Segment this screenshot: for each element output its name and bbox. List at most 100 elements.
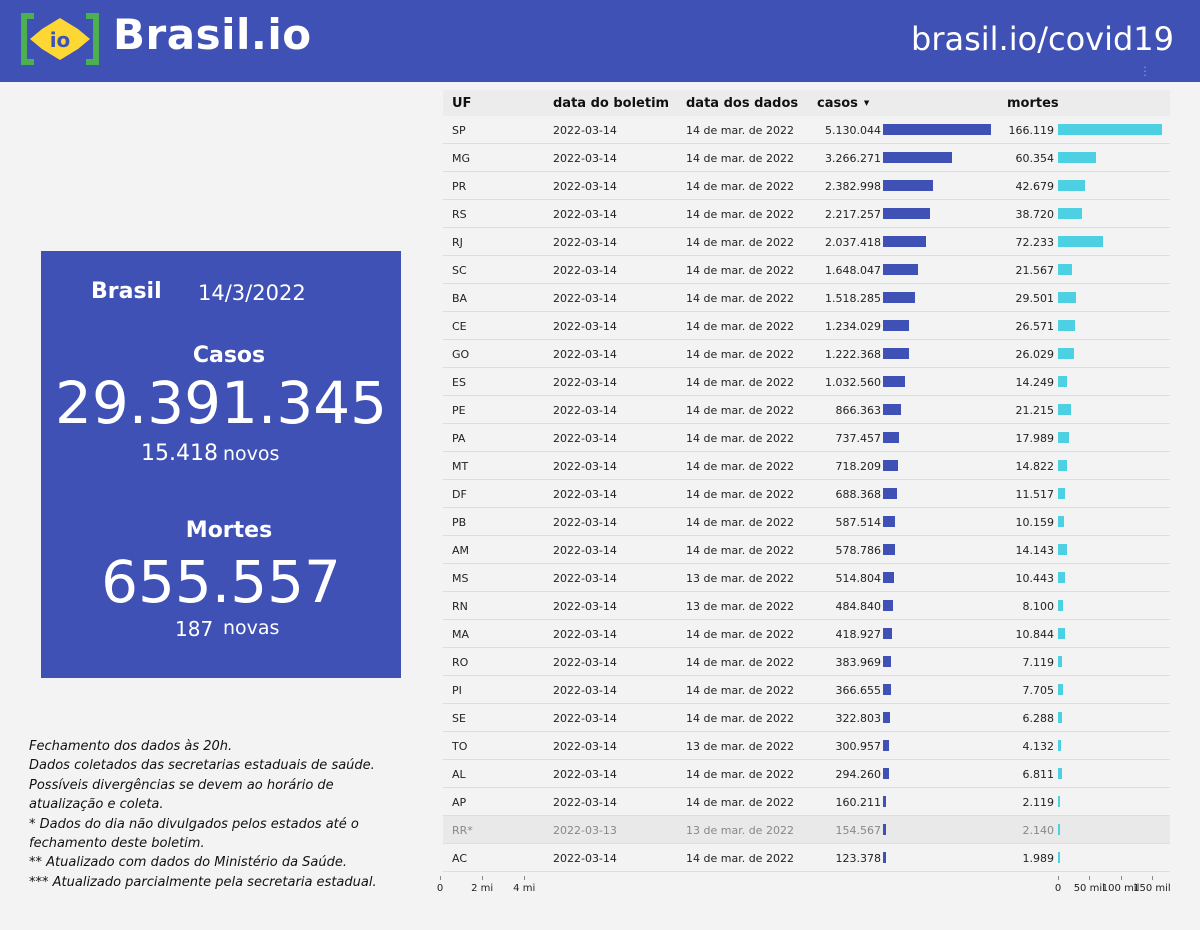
table-header: UF data do boletim data dos dados casos ▼… xyxy=(443,90,1170,116)
table-row[interactable]: GO 2022-03-14 14 de mar. de 2022 1.222.368 2… xyxy=(443,340,1170,368)
cell-mortes: 42.679 xyxy=(1015,180,1055,193)
cell-casos: 587.514 xyxy=(835,516,882,529)
table-row[interactable]: CE 2022-03-14 14 de mar. de 2022 1.234.029 2… xyxy=(443,312,1170,340)
casos-bar xyxy=(883,740,890,751)
casos-bar xyxy=(883,152,952,163)
table-row[interactable]: BA 2022-03-14 14 de mar. de 2022 1.518.285 2… xyxy=(443,284,1170,312)
table-row[interactable]: MT 2022-03-14 14 de mar. de 2022 718.209 14.… xyxy=(443,452,1170,480)
summary-date: 14/3/2022 xyxy=(198,281,306,305)
cell-uf: TO xyxy=(452,740,468,753)
cell-data-dados: 14 de mar. de 2022 xyxy=(686,152,794,165)
casos-bar xyxy=(883,180,934,191)
table-row[interactable]: TO 2022-03-14 13 de mar. de 2022 300.957 4.1… xyxy=(443,732,1170,760)
table-row[interactable]: PR 2022-03-14 14 de mar. de 2022 2.382.998 4… xyxy=(443,172,1170,200)
cell-uf: PR xyxy=(452,180,467,193)
column-header-casos[interactable]: casos ▼ xyxy=(817,96,869,111)
casos-bar xyxy=(883,656,892,667)
table-row[interactable]: PB 2022-03-14 14 de mar. de 2022 587.514 10.… xyxy=(443,508,1170,536)
cell-uf: PB xyxy=(452,516,467,529)
note-line: Fechamento dos dados às 20h. xyxy=(29,739,233,754)
more-options-icon[interactable]: · · · xyxy=(1143,61,1147,82)
cell-mortes: 7.119 xyxy=(1022,656,1055,669)
axis-tick xyxy=(440,876,441,880)
column-header-mortes[interactable]: mortes xyxy=(1007,96,1059,111)
sort-desc-icon[interactable]: ▼ xyxy=(863,99,870,107)
site-url[interactable]: brasil.io/covid19 xyxy=(911,20,1174,58)
cell-data-boletim: 2022-03-14 xyxy=(553,600,617,613)
table-row[interactable]: RR* 2022-03-13 13 de mar. de 2022 154.567 2.… xyxy=(443,816,1170,844)
table-row[interactable]: MS 2022-03-14 13 de mar. de 2022 514.804 10.… xyxy=(443,564,1170,592)
cell-uf: ES xyxy=(452,376,466,389)
mortes-bar xyxy=(1058,516,1065,527)
table-row[interactable]: SP 2022-03-14 14 de mar. de 2022 5.130.044 1… xyxy=(443,116,1170,144)
table-row[interactable]: AM 2022-03-14 14 de mar. de 2022 578.786 14.… xyxy=(443,536,1170,564)
table-row[interactable]: AC 2022-03-14 14 de mar. de 2022 123.378 1.9… xyxy=(443,844,1170,872)
column-header-data-dados[interactable]: data dos dados xyxy=(686,96,799,111)
cell-data-dados: 14 de mar. de 2022 xyxy=(686,488,794,501)
table-row[interactable]: RS 2022-03-14 14 de mar. de 2022 2.217.257 3… xyxy=(443,200,1170,228)
cell-mortes: 26.029 xyxy=(1015,348,1055,361)
cell-data-boletim: 2022-03-14 xyxy=(553,180,617,193)
column-header-uf[interactable]: UF xyxy=(452,96,472,111)
cell-casos: 154.567 xyxy=(835,824,882,837)
summary-card: Brasil 14/3/2022 Casos 29.391.345 15.418… xyxy=(41,251,401,678)
cell-mortes: 17.989 xyxy=(1015,432,1055,445)
cell-uf: AL xyxy=(452,768,466,781)
cell-data-boletim: 2022-03-14 xyxy=(553,152,617,165)
table-row[interactable]: RO 2022-03-14 14 de mar. de 2022 383.969 7.1… xyxy=(443,648,1170,676)
cell-casos: 578.786 xyxy=(835,544,882,557)
table-row[interactable]: ES 2022-03-14 14 de mar. de 2022 1.032.560 1… xyxy=(443,368,1170,396)
casos-bar xyxy=(883,712,890,723)
cell-casos: 3.266.271 xyxy=(825,152,881,165)
cell-data-dados: 13 de mar. de 2022 xyxy=(686,572,794,585)
casos-bar xyxy=(883,488,898,499)
cell-data-dados: 14 de mar. de 2022 xyxy=(686,376,794,389)
cell-uf: PE xyxy=(452,404,466,417)
casos-bar xyxy=(883,544,896,555)
table-row[interactable]: SE 2022-03-14 14 de mar. de 2022 322.803 6.2… xyxy=(443,704,1170,732)
cell-data-boletim: 2022-03-14 xyxy=(553,544,617,557)
cell-casos: 514.804 xyxy=(835,572,882,585)
cell-casos: 866.363 xyxy=(835,404,882,417)
brand-title[interactable]: Brasil.io xyxy=(113,10,312,59)
table-row[interactable]: DF 2022-03-14 14 de mar. de 2022 688.368 11.… xyxy=(443,480,1170,508)
casos-bar xyxy=(883,208,930,219)
mortes-bar xyxy=(1058,460,1068,471)
cell-uf: MA xyxy=(452,628,470,641)
casos-bar xyxy=(883,628,892,639)
table-row[interactable]: SC 2022-03-14 14 de mar. de 2022 1.648.047 2… xyxy=(443,256,1170,284)
table-row[interactable]: PI 2022-03-14 14 de mar. de 2022 366.655 7.7… xyxy=(443,676,1170,704)
cell-data-boletim: 2022-03-13 xyxy=(553,824,617,837)
deaths-total: 655.557 xyxy=(101,548,341,616)
column-header-data-boletim[interactable]: data do boletim xyxy=(553,96,670,111)
deaths-label: Mortes xyxy=(185,518,273,543)
cell-mortes: 10.443 xyxy=(1015,572,1055,585)
table-row[interactable]: AP 2022-03-14 14 de mar. de 2022 160.211 2.1… xyxy=(443,788,1170,816)
cell-casos: 737.457 xyxy=(835,432,882,445)
cell-casos: 5.130.044 xyxy=(825,124,881,137)
svg-text:io: io xyxy=(50,28,71,52)
mortes-bar xyxy=(1058,124,1162,135)
table-row[interactable]: RJ 2022-03-14 14 de mar. de 2022 2.037.418 7… xyxy=(443,228,1170,256)
casos-bar xyxy=(883,852,886,863)
table-row[interactable]: MG 2022-03-14 14 de mar. de 2022 3.266.271 6… xyxy=(443,144,1170,172)
table-row[interactable]: MA 2022-03-14 14 de mar. de 2022 418.927 10.… xyxy=(443,620,1170,648)
cell-mortes: 7.705 xyxy=(1022,684,1055,697)
axis-tick-label: 150 mil xyxy=(1133,883,1171,894)
cell-uf: MS xyxy=(452,572,469,585)
cell-uf: AM xyxy=(452,544,470,557)
table-row[interactable]: PA 2022-03-14 14 de mar. de 2022 737.457 17.… xyxy=(443,424,1170,452)
mortes-bar xyxy=(1058,152,1096,163)
mortes-bar xyxy=(1058,404,1072,415)
deaths-new-value: 187 xyxy=(175,617,214,641)
cell-data-boletim: 2022-03-14 xyxy=(553,852,617,865)
table-row[interactable]: RN 2022-03-14 13 de mar. de 2022 484.840 8.1… xyxy=(443,592,1170,620)
cell-data-dados: 14 de mar. de 2022 xyxy=(686,712,794,725)
mortes-bar xyxy=(1058,740,1061,751)
axis-tick-label: 0 xyxy=(1054,883,1062,894)
table-body: SP 2022-03-14 14 de mar. de 2022 5.130.044 1… xyxy=(443,116,1170,872)
table-row[interactable]: PE 2022-03-14 14 de mar. de 2022 866.363 21.… xyxy=(443,396,1170,424)
table-row[interactable]: AL 2022-03-14 14 de mar. de 2022 294.260 6.8… xyxy=(443,760,1170,788)
casos-bar xyxy=(883,460,899,471)
mortes-bar xyxy=(1058,768,1063,779)
